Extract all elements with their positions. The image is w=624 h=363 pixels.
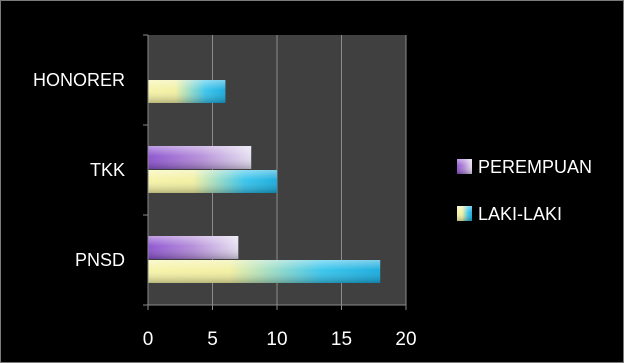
legend-label: LAKI-LAKI: [478, 204, 562, 224]
bar: [148, 146, 252, 169]
legend-item: LAKI-LAKI: [457, 204, 562, 224]
y-category-label: PNSD: [75, 250, 125, 270]
legend-swatch-shine: [457, 206, 472, 221]
bar: [148, 170, 277, 193]
y-category-label: HONORER: [33, 70, 125, 90]
axes: [143, 34, 407, 310]
bar-shine: [148, 146, 252, 169]
bar-shine: [148, 170, 277, 193]
x-tick-label: 5: [207, 329, 218, 350]
bar: [148, 236, 239, 259]
x-tick-label: 15: [331, 329, 352, 350]
y-category-label: TKK: [90, 160, 125, 180]
tick-labels: 0 5 10 15 20 HONORER TKK PNSD: [33, 70, 417, 350]
legend: PEREMPUAN LAKI-LAKI: [457, 157, 592, 224]
x-tick-label: 10: [266, 329, 287, 350]
x-tick-label: 20: [395, 329, 416, 350]
legend-item: PEREMPUAN: [457, 157, 592, 177]
bar-shine: [148, 80, 226, 103]
bar-shine: [148, 260, 381, 283]
legend-label: PEREMPUAN: [478, 157, 592, 177]
bar: [148, 80, 226, 103]
x-tick-label: 0: [143, 329, 154, 350]
bars: [148, 80, 381, 283]
bar: [148, 260, 381, 283]
legend-swatch-shine: [457, 159, 472, 174]
bar-shine: [148, 236, 239, 259]
